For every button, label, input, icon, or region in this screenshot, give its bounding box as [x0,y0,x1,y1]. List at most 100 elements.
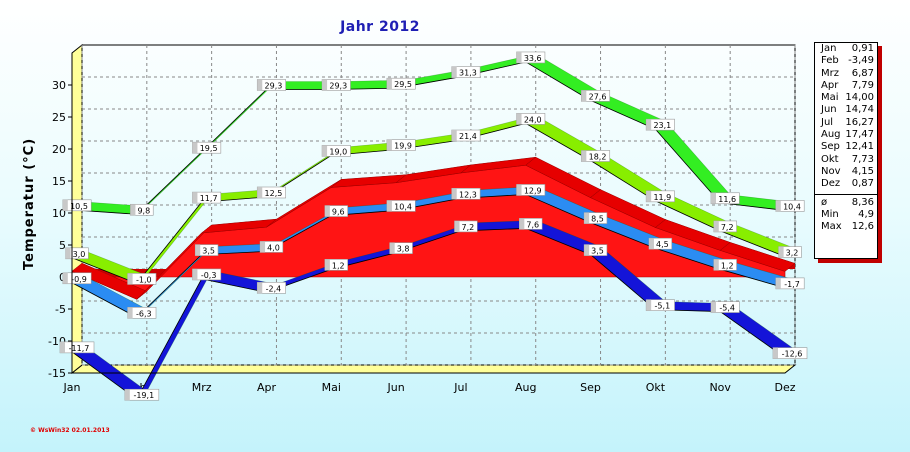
data-label: 33,6 [524,54,542,63]
x-tick-label: Mrz [192,381,212,394]
data-label: 3,2 [786,249,799,258]
data-label: 24,0 [524,115,542,124]
stat-label: Jul [821,116,834,128]
stat-row: Min 4,9 [815,209,877,221]
chart-title: Jahr 2012 [340,19,420,35]
data-label-shadow [713,259,719,271]
data-label: 1,2 [332,261,345,270]
series-line [720,230,786,257]
software-stamp: © WsWin32 02.01.2013 [30,427,110,434]
x-tick-label: Apr [257,381,277,394]
series-line [525,123,591,161]
data-label: 9,8 [137,206,150,215]
data-label: 10,5 [70,202,88,211]
data-label-shadow [65,247,71,259]
stat-row: Dez 0,87 [815,178,877,190]
data-label-shadow [192,142,198,154]
data-label-shadow [775,200,781,212]
stat-value: 4,15 [851,165,874,177]
stat-row: Jul 16,27 [815,117,877,129]
y-tick-label: 20 [52,143,66,156]
stat-row: Aug 17,47 [815,129,877,141]
data-label-shadow [322,145,328,157]
series-line [136,201,202,284]
series-line [720,268,786,289]
x-tick-label: Jan [63,381,81,394]
stat-value: 12,6 [851,221,874,233]
data-label-shadow [451,66,457,78]
stat-row: Feb -3,49 [815,55,877,67]
data-label: 12,9 [524,186,542,195]
data-label-shadow [324,259,330,271]
stat-label: Min [821,208,839,220]
data-label-shadow [389,242,395,254]
data-label-shadow [648,238,654,250]
stat-label: Mai [821,92,839,104]
stat-row: Apr 7,79 [815,80,877,92]
data-label: 3,5 [591,247,604,256]
data-label-shadow [130,204,136,216]
data-label-shadow [127,307,133,319]
data-label: 3,8 [397,245,410,254]
data-label: 1,2 [721,261,734,270]
data-label-shadow [62,272,68,284]
data-label-shadow [195,244,201,256]
data-label: 18,2 [589,153,607,162]
stat-row: Max 12,6 [815,221,877,233]
chart-floor [70,364,797,374]
stat-label: Mrz [821,67,839,79]
data-label: 10,4 [783,202,801,211]
data-label: 23,1 [653,121,671,130]
series-line [136,278,202,400]
data-label-shadow [257,282,263,294]
data-label-shadow [192,268,198,280]
stat-separator [815,193,877,195]
stat-row: Mai 14,00 [815,92,877,104]
data-label: 10,4 [394,202,412,211]
data-label-shadow [260,241,266,253]
y-tick-label: -5 [55,303,66,316]
monthly-mean-box: Jan 0,91 Feb -3,49 Mrz 6,87 Apr 7,79 Mai 14,00 Jun… [814,42,878,259]
stat-value: 16,27 [845,116,874,128]
stat-value: 7,73 [851,153,874,165]
data-label-shadow [710,192,716,204]
stat-label: Okt [821,153,839,165]
stat-value: 4,9 [858,208,874,220]
data-label: 4,0 [267,243,280,252]
data-label: 7,2 [462,223,475,232]
data-label: -5,1 [655,302,671,311]
data-label: 4,5 [656,240,669,249]
stat-row: Nov 4,15 [815,166,877,178]
data-label-shadow [516,51,522,63]
data-label-shadow [257,187,263,198]
data-label-shadow [516,113,522,125]
data-label: 31,3 [459,69,477,78]
data-label: -2,4 [266,284,282,293]
data-label: -19,1 [133,391,154,400]
data-label: 7,6 [526,220,539,229]
data-label-shadow [192,192,198,204]
stat-label: Jan [821,43,837,54]
stat-row: Sep 12,41 [815,141,877,153]
stat-value: 0,87 [851,178,874,190]
data-label-shadow [773,347,778,359]
stat-value: 14,74 [845,104,874,116]
stat-label: Sep [821,141,840,153]
stat-value: 8,36 [851,196,874,208]
stat-label: Nov [821,165,841,177]
series-line [525,61,591,101]
data-label: 8,5 [591,215,604,224]
data-label-shadow [775,277,781,289]
stat-label: Aug [821,129,841,141]
data-label-shadow [62,199,68,211]
series-line [71,257,137,284]
data-label: 3,0 [73,250,86,259]
data-label-shadow [324,205,330,217]
data-label: 21,4 [459,132,477,141]
series-line [71,282,138,318]
data-label-shadow [386,78,392,90]
stat-label: Feb [821,55,839,67]
data-label-shadow [584,244,590,256]
data-label-shadow [386,139,392,151]
data-label-shadow [257,79,263,91]
